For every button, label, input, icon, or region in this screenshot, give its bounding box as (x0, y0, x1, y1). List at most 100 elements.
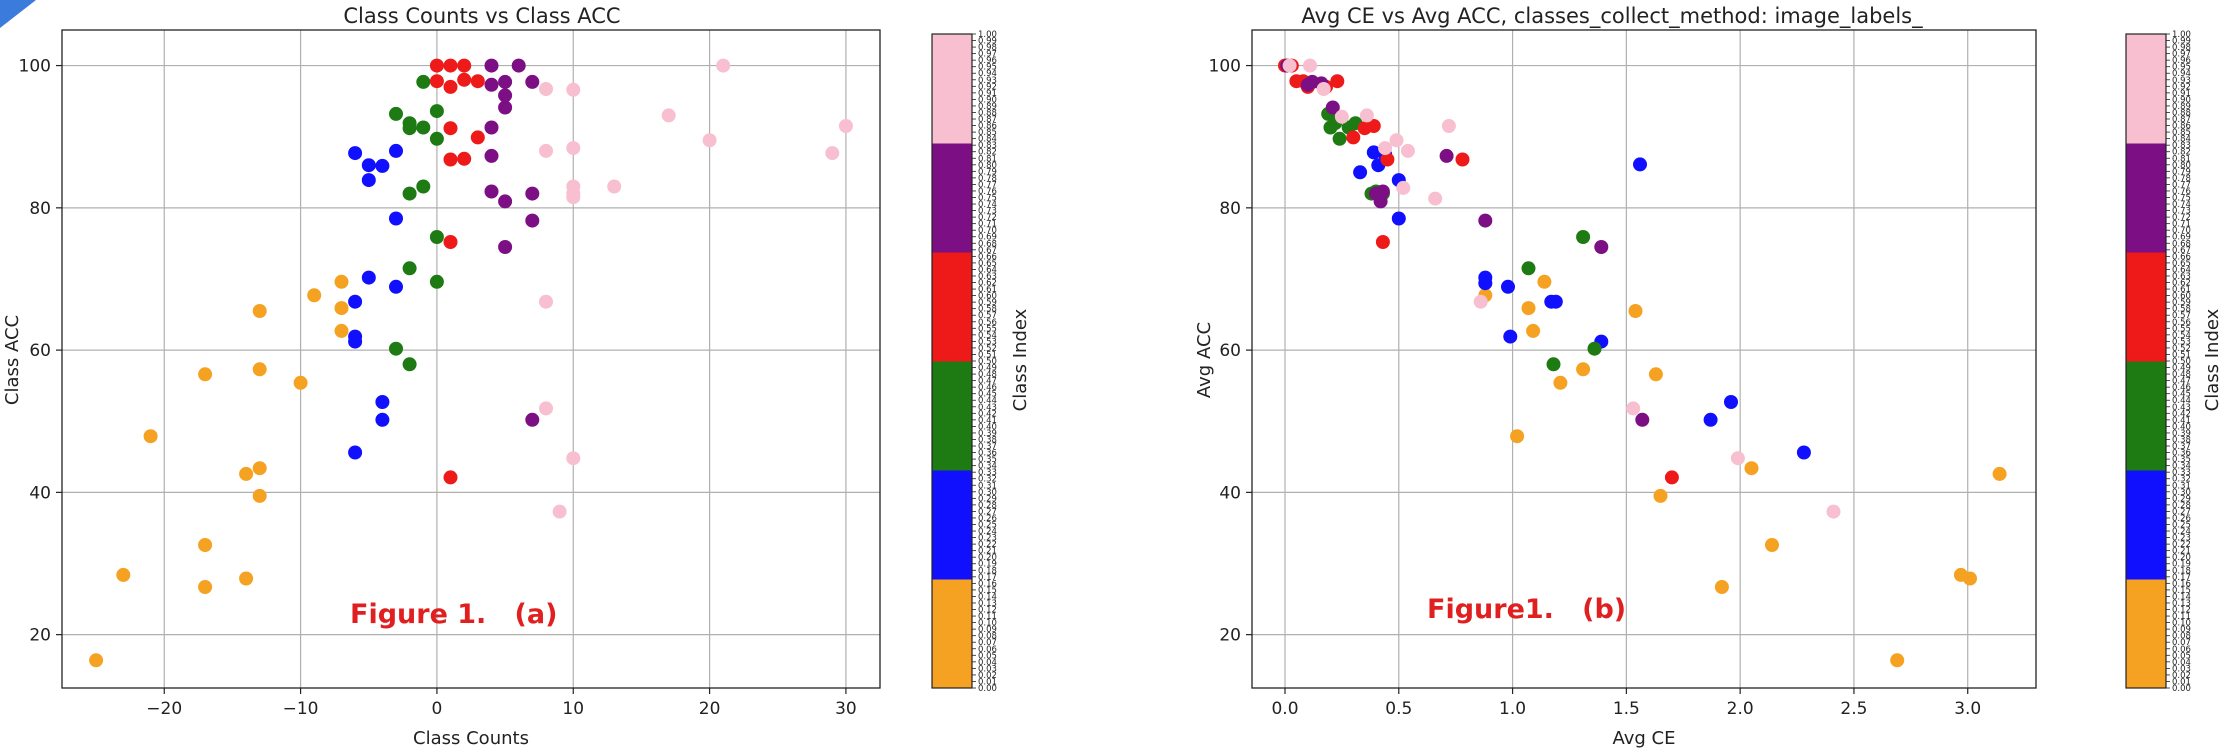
scatter-point-group-5 (1303, 58, 1317, 73)
colorbar-tick-label: 0.58 (978, 305, 997, 315)
scatter-point-group-2 (1587, 341, 1602, 356)
scatter-point-group-0 (239, 571, 254, 586)
colorbar-tick-label: 0.50 (2172, 357, 2191, 367)
colorbar-tick-label: 0.07 (978, 638, 997, 648)
scatter-point-group-5 (552, 504, 567, 519)
scatter-point-group-3 (1375, 235, 1390, 249)
colorbar-tick-label: 0.04 (978, 658, 997, 668)
scatter-point-group-2 (389, 106, 403, 121)
scatter-point-group-3 (470, 74, 485, 89)
colorbar-tick-label: 0.10 (2172, 619, 2191, 629)
x-axis-label: Avg CE (1613, 728, 1676, 749)
colorbar-tick-label: 0.95 (978, 63, 997, 73)
colorbar-tick-label: 0.42 (2172, 409, 2191, 419)
colorbar-tick-label: 0.08 (2172, 632, 2191, 642)
x-axis-label: Class Counts (413, 728, 529, 749)
colorbar-tick-label: 0.59 (978, 298, 997, 308)
scatter-point-group-5 (1826, 504, 1841, 519)
scatter-point-group-0 (252, 362, 267, 377)
scatter-point-group-5 (1400, 143, 1415, 158)
scatter-point-group-0 (116, 567, 131, 582)
colorbar-tick-label: 0.34 (2172, 462, 2191, 472)
plot-frame (1251, 29, 2037, 689)
colorbar-tick-label: 0.81 (978, 154, 997, 164)
corner-accent (0, 0, 36, 28)
colorbar-tick-label: 0.31 (978, 481, 997, 491)
scatter-point-group-0 (89, 653, 104, 668)
colorbar-tick-label: 0.83 (978, 141, 997, 151)
scatter-point-group-1 (375, 395, 390, 409)
scatter-point-group-4 (525, 186, 540, 201)
colorbar-tick-label: 0.28 (2172, 501, 2191, 511)
plot-frame (61, 29, 881, 689)
scatter-point-group-3 (443, 152, 458, 167)
scatter-point-group-4 (525, 412, 540, 427)
y-tick-label: 40 (29, 483, 51, 503)
colorbar-tick-label: 0.19 (978, 560, 997, 570)
scatter-point-group-0 (252, 461, 267, 476)
colorbar-tick-label: 0.75 (978, 194, 997, 204)
colorbar-tick-label: 0.86 (2172, 122, 2191, 132)
scatter-point-group-4 (484, 58, 499, 73)
scatter-point-group-4 (1635, 412, 1650, 427)
x-tick-label: 2.5 (1840, 699, 1867, 719)
colorbar-tick-label: 0.55 (2172, 324, 2191, 334)
scatter-point-group-0 (198, 538, 213, 552)
scatter-point-group-0 (1628, 304, 1643, 318)
colorbar-tick-label: 0.78 (978, 174, 997, 184)
colorbar-tick-label: 0.59 (2172, 298, 2191, 308)
colorbar-tick-label: 0.54 (2172, 331, 2191, 341)
scatter-point-group-0 (1526, 323, 1541, 338)
y-tick-label: 100 (19, 57, 51, 77)
scatter-point-group-5 (1473, 294, 1488, 309)
scatter-point-group-0 (1992, 466, 2007, 481)
colorbar-tick-label: 0.02 (2172, 671, 2191, 681)
colorbar-tick-label: 0.29 (978, 494, 997, 504)
scatter-point-group-5 (566, 141, 581, 156)
colorbar-segment-5 (932, 34, 972, 144)
scatter-point-group-4 (484, 77, 499, 92)
scatter-point-group-3 (1330, 74, 1345, 89)
colorbar-tick-label: 0.21 (978, 547, 997, 557)
colorbar-tick-label: 0.44 (978, 396, 997, 406)
scatter-point-group-1 (389, 143, 403, 158)
y-tick-label: 80 (1219, 199, 1241, 219)
colorbar-tick-label: 0.26 (978, 514, 997, 524)
scatter-point-group-0 (1963, 571, 1977, 586)
scatter-point-group-4 (498, 194, 513, 209)
colorbar-tick-label: 0.67 (2172, 246, 2191, 256)
scatter-point-group-5 (1316, 82, 1331, 96)
colorbar-tick-label: 0.42 (978, 409, 997, 419)
colorbar-segment-5 (2126, 34, 2166, 144)
scatter-point-group-0 (1653, 488, 1668, 503)
scatter-point-group-5 (1359, 108, 1374, 123)
colorbar-tick-label: 0.27 (2172, 507, 2191, 517)
colorbar-tick-label: 0.13 (978, 599, 997, 609)
scatter-point-group-4 (1325, 100, 1340, 115)
x-tick-label: 10 (562, 699, 584, 719)
colorbar-tick-label: 0.31 (2172, 481, 2191, 491)
colorbar-tick-label: 0.90 (978, 95, 997, 105)
colorbar-tick-label: 0.56 (978, 318, 997, 328)
scatter-point-group-2 (402, 357, 417, 372)
scatter-point-group-4 (511, 58, 526, 73)
colorbar-tick-label: 0.82 (2172, 148, 2191, 158)
scatter-point-group-0 (293, 375, 308, 390)
scatter-point-group-5 (1441, 119, 1456, 133)
colorbar-label: Class Index (1010, 308, 1031, 411)
colorbar-tick-label: 0.61 (978, 285, 997, 295)
colorbar-tick-label: 0.37 (2172, 442, 2191, 452)
colorbar-tick-label: 0.85 (978, 128, 997, 138)
scatter-point-group-5 (1428, 191, 1443, 206)
scatter-point-group-5 (1282, 58, 1297, 73)
colorbar-tick-label: 0.51 (978, 350, 997, 360)
colorbar-tick-label: 0.74 (978, 200, 997, 210)
colorbar-segment-0 (2126, 579, 2166, 689)
scatter-point-group-5 (661, 108, 676, 123)
y-axis-label: Avg ACC (1194, 322, 1215, 398)
scatter-point-group-2 (1332, 131, 1347, 146)
colorbar-tick-label: 0.65 (978, 259, 997, 269)
colorbar-tick-label: 0.23 (978, 534, 997, 544)
colorbar-tick-label: 0.72 (2172, 213, 2191, 223)
scatter-point-group-0 (252, 488, 267, 503)
